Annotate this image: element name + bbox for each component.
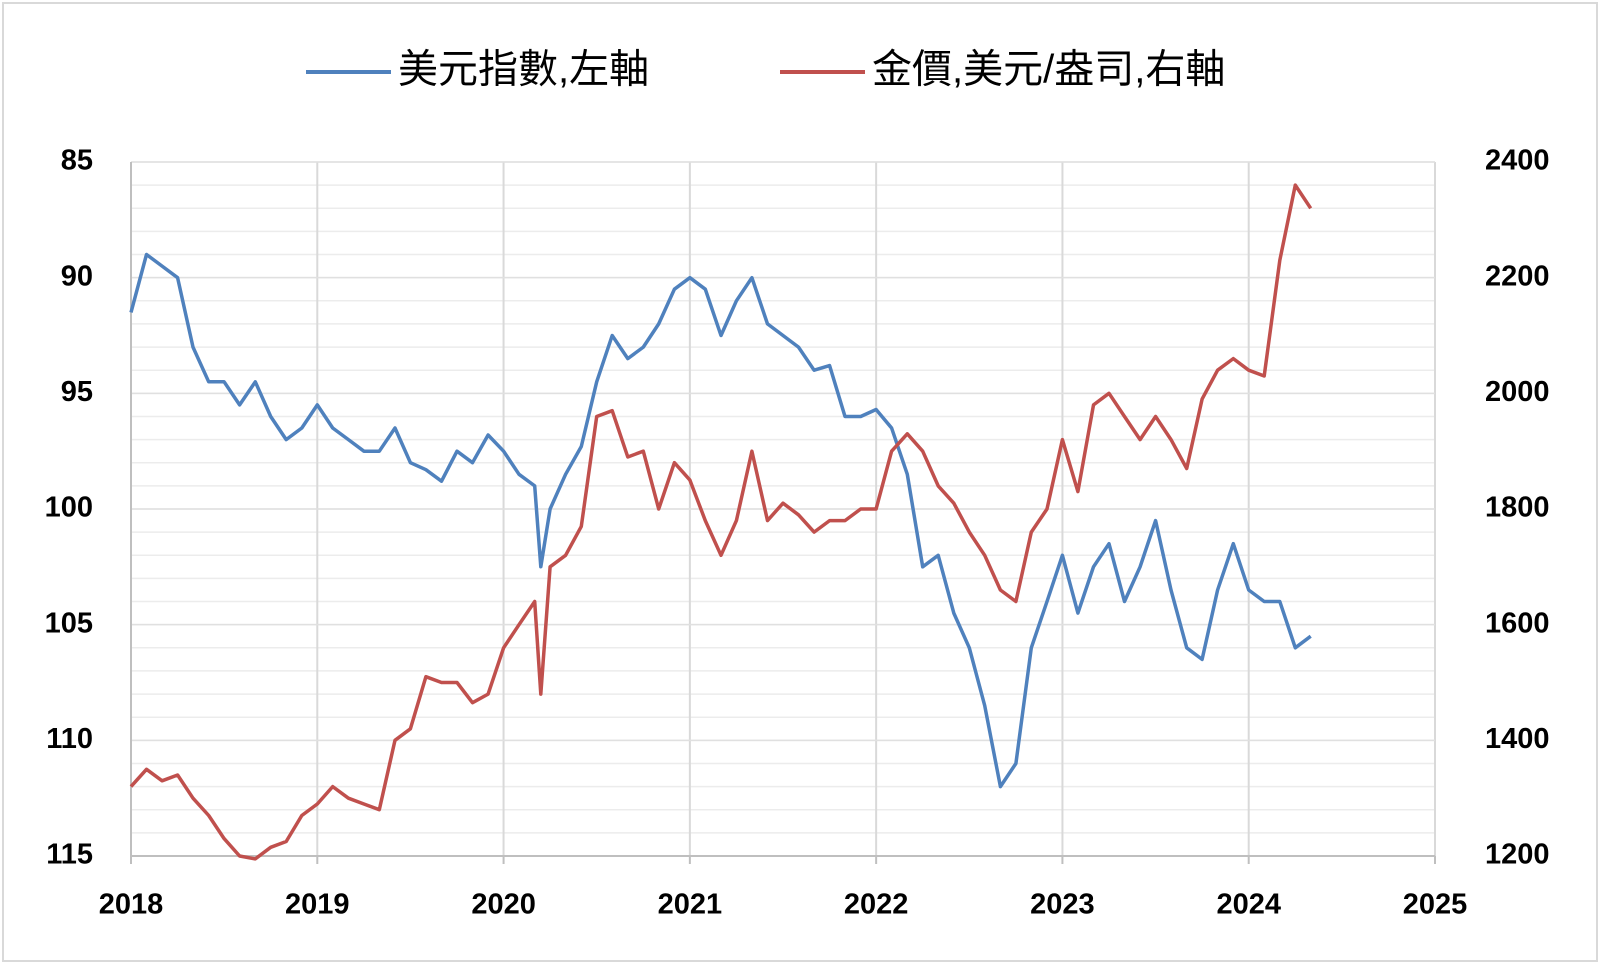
y2-tick-label: 2000 xyxy=(1485,376,1550,408)
y-tick-label: 105 xyxy=(45,607,93,639)
y-tick-label: 100 xyxy=(45,492,93,524)
y2-tick-label: 1400 xyxy=(1485,723,1550,755)
legend-label: 美元指數,左軸 xyxy=(398,48,649,92)
y2-tick-label: 2400 xyxy=(1485,145,1550,177)
x-tick-label: 2020 xyxy=(471,889,536,921)
series-line xyxy=(129,252,1312,789)
y2-tick-label: 1600 xyxy=(1485,607,1550,639)
x-tick-label: 2019 xyxy=(285,889,350,921)
x-tick-label: 2018 xyxy=(99,889,164,921)
x-tick-label: 2024 xyxy=(1216,889,1281,921)
y-tick-label: 95 xyxy=(61,376,93,408)
y-tick-label: 115 xyxy=(46,839,93,871)
y2-tick-label: 1200 xyxy=(1485,839,1550,871)
x-tick-label: 2025 xyxy=(1403,889,1468,921)
legend-label: 金價,美元/盎司,右軸 xyxy=(872,48,1225,92)
x-tick-label: 2021 xyxy=(658,889,723,921)
y-tick-label: 90 xyxy=(61,260,93,292)
series-line xyxy=(129,183,1313,861)
x-tick-label: 2022 xyxy=(844,889,909,921)
y2-tick-label: 2200 xyxy=(1485,260,1550,292)
y-tick-label: 85 xyxy=(61,145,93,177)
y2-tick-label: 1800 xyxy=(1485,492,1550,524)
y-tick-label: 110 xyxy=(46,723,93,755)
x-tick-label: 2023 xyxy=(1030,889,1095,921)
